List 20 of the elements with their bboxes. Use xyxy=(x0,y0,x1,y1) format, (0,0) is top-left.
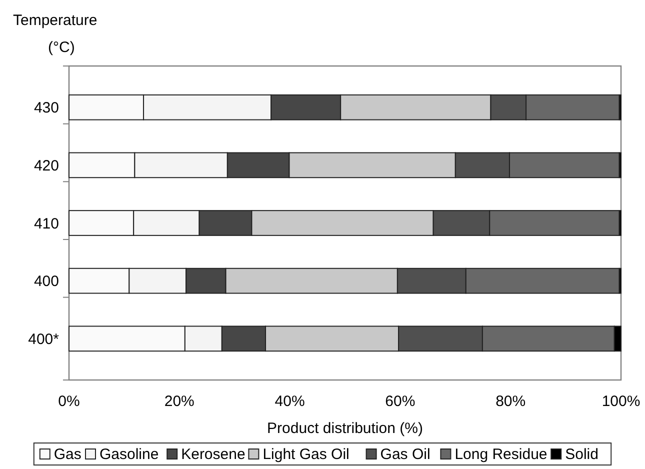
y-tick-label: 430 xyxy=(34,100,59,117)
x-tick-label: 0% xyxy=(58,393,80,410)
y-axis-title: Temperature (°C) xyxy=(13,12,98,56)
x-tick-label: 100% xyxy=(602,393,640,410)
y-tick-label: 400 xyxy=(34,273,59,290)
y-tick-label: 420 xyxy=(34,157,59,174)
legend-label: Gas xyxy=(54,446,82,463)
x-tick-label: 40% xyxy=(274,393,305,410)
x-tick-label: 80% xyxy=(496,393,526,410)
y-tick-label: 400* xyxy=(28,330,60,348)
x-axis-title: Product distribution (%) xyxy=(267,420,423,437)
legend-label: Long Residue xyxy=(454,446,548,463)
legend-label: Gasoline xyxy=(100,446,159,463)
x-tick-label: 20% xyxy=(164,393,194,410)
y-tick-label: 410 xyxy=(34,215,59,232)
legend-label: Solid xyxy=(565,446,598,463)
legend-label: Gas Oil xyxy=(380,446,430,463)
legend-label: Light Gas Oil xyxy=(262,446,350,463)
legend-label: Kerosene xyxy=(181,446,246,463)
x-tick-label: 60% xyxy=(385,393,416,410)
